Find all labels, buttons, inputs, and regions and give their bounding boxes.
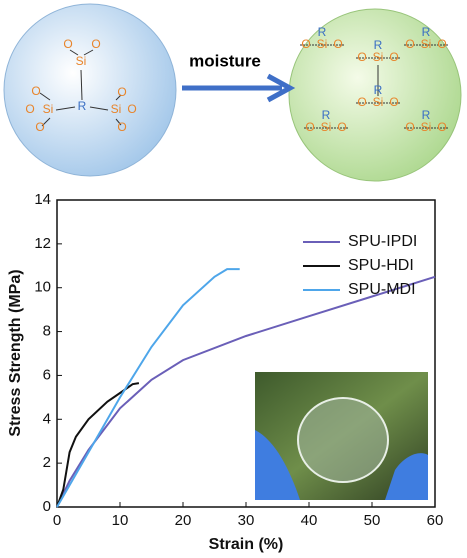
bond: [69, 49, 79, 56]
atom-label: Si: [321, 120, 332, 134]
atom-label: R: [374, 83, 383, 97]
atom-label: O: [357, 50, 366, 64]
atom-label: O: [35, 120, 44, 134]
atom-label: O: [63, 37, 72, 51]
arrow-label: moisture: [189, 51, 261, 70]
bond: [115, 118, 122, 126]
bond: [89, 106, 109, 111]
atom-label: R: [422, 25, 431, 39]
bond: [55, 106, 76, 111]
y-tick-label: 6: [43, 366, 51, 383]
atom-label: O: [405, 37, 414, 51]
legend-label: SPU-HDI: [348, 257, 414, 274]
arrow: [182, 73, 296, 103]
atom-label: Si: [317, 37, 328, 51]
atom-label: Si: [373, 50, 384, 64]
bond: [41, 117, 51, 127]
atom-label: O: [25, 102, 34, 116]
atom-label: O: [127, 102, 136, 116]
series-line: [56, 382, 140, 508]
atom-label: O: [389, 95, 398, 109]
atom-label: O: [333, 37, 342, 51]
atom-label: O: [117, 85, 126, 99]
x-tick-label: 20: [175, 512, 192, 529]
atom-label: O: [405, 120, 414, 134]
x-tick-label: 60: [427, 512, 444, 529]
legend-label: SPU-IPDI: [348, 233, 417, 250]
y-tick-label: 0: [43, 498, 51, 515]
sphere-left: [3, 3, 177, 177]
bond: [39, 92, 51, 101]
y-tick-label: 12: [34, 235, 51, 252]
legend-label: SPU-MDI: [348, 281, 416, 298]
atom-label: O: [301, 37, 310, 51]
bond: [115, 94, 122, 101]
y-axis-title: Stress Strength (MPa): [7, 269, 24, 436]
atom-label: O: [31, 84, 40, 98]
atom-label: O: [437, 37, 446, 51]
sphere-right: [288, 8, 462, 182]
atom-label: Si: [373, 95, 384, 109]
atom-label: R: [422, 108, 431, 122]
x-tick-label: 50: [364, 512, 381, 529]
atom-label: O: [337, 120, 346, 134]
series-line: [56, 268, 240, 508]
y-tick-label: 4: [43, 410, 51, 427]
x-tick-label: 10: [112, 512, 129, 529]
x-tick-label: 0: [53, 512, 61, 529]
x-tick-label: 40: [301, 512, 318, 529]
atom-label: O: [389, 50, 398, 64]
y-tick-label: 14: [34, 191, 51, 208]
y-tick-label: 8: [43, 323, 51, 340]
atom-label: Si: [76, 54, 87, 68]
atom-label: Si: [111, 102, 122, 116]
y-tick-label: 10: [34, 279, 51, 296]
atom-label: O: [117, 120, 126, 134]
y-tick-label: 2: [43, 454, 51, 471]
atom-label: R: [78, 99, 87, 113]
bond: [80, 69, 83, 101]
atom-label: O: [357, 95, 366, 109]
atom-label: O: [91, 37, 100, 51]
bond: [83, 49, 94, 56]
atom-label: Si: [43, 102, 54, 116]
atom-label: Si: [421, 120, 432, 134]
atom-label: R: [322, 108, 331, 122]
atom-label: R: [374, 38, 383, 52]
atom-label: O: [437, 120, 446, 134]
x-tick-label: 30: [238, 512, 255, 529]
atom-label: O: [305, 120, 314, 134]
x-axis-title: Strain (%): [209, 536, 284, 553]
atom-label: Si: [421, 37, 432, 51]
series-line: [56, 275, 436, 508]
inset-photo: [255, 372, 428, 500]
atom-label: R: [318, 25, 327, 39]
chart: 0 10 20 30 40 50 60 0 2 4 6 8 10 12 14 SPU-IPDI SPU-HDI S…: [34, 191, 443, 529]
